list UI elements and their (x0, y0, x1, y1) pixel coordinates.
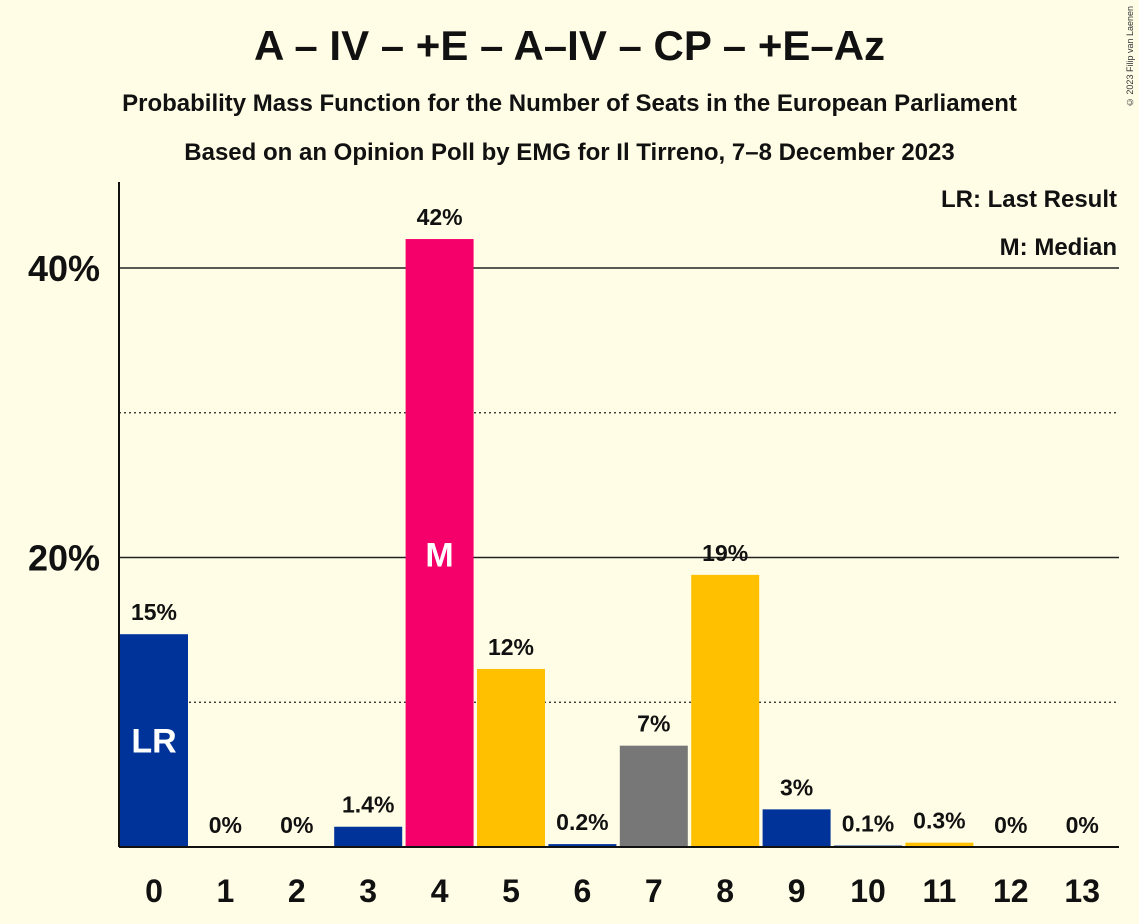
x-tick-label: 12 (993, 873, 1029, 909)
bar (691, 574, 760, 847)
bar (334, 826, 403, 847)
value-label: 0.1% (842, 811, 894, 837)
bar (548, 844, 617, 847)
bar (405, 239, 474, 848)
value-label: 0% (1066, 812, 1099, 838)
chart-subtitle-poll: Based on an Opinion Poll by EMG for Il T… (184, 139, 955, 166)
x-tick-label: 4 (431, 873, 449, 909)
bar (120, 634, 188, 847)
value-label: 0% (209, 812, 242, 838)
x-tick-label: 7 (645, 873, 663, 909)
value-label: 19% (702, 540, 748, 566)
bar (762, 809, 831, 847)
x-tick-label: 6 (574, 873, 592, 909)
bar (619, 745, 688, 847)
legend-median: M: Median (999, 234, 1117, 261)
chart-subtitle: Probability Mass Function for the Number… (122, 90, 1017, 117)
chart-title: A – IV – +E – A–IV – CP – +E–Az (253, 22, 886, 69)
x-tick-label: 11 (922, 873, 956, 909)
x-tick-label: 10 (850, 873, 886, 909)
x-tick-label: 5 (502, 873, 520, 909)
x-tick-label: 2 (288, 873, 306, 909)
value-label: 15% (131, 599, 177, 625)
x-tick-label: 0 (145, 873, 163, 909)
bar (477, 668, 545, 847)
last-result-mark: LR (131, 723, 176, 761)
x-tick-label: 8 (716, 873, 734, 909)
x-tick-label: 1 (217, 873, 235, 909)
y-tick-label: 40% (28, 248, 100, 289)
median-mark: M (425, 536, 453, 574)
value-label: 42% (417, 204, 463, 230)
value-label: 0.3% (913, 808, 965, 834)
x-tick-label: 3 (359, 873, 377, 909)
y-tick-label: 20% (28, 538, 100, 579)
value-label: 0.2% (556, 809, 608, 835)
bar (905, 842, 974, 847)
legend-last-result: LR: Last Result (940, 186, 1117, 213)
value-label: 7% (637, 711, 670, 737)
value-label: 1.4% (342, 792, 394, 818)
value-label: 12% (488, 634, 534, 660)
value-label: 0% (280, 812, 313, 838)
value-label: 3% (780, 774, 813, 800)
value-label: 0% (994, 812, 1027, 838)
x-tick-label: 9 (788, 873, 806, 909)
x-tick-label: 13 (1064, 873, 1100, 909)
